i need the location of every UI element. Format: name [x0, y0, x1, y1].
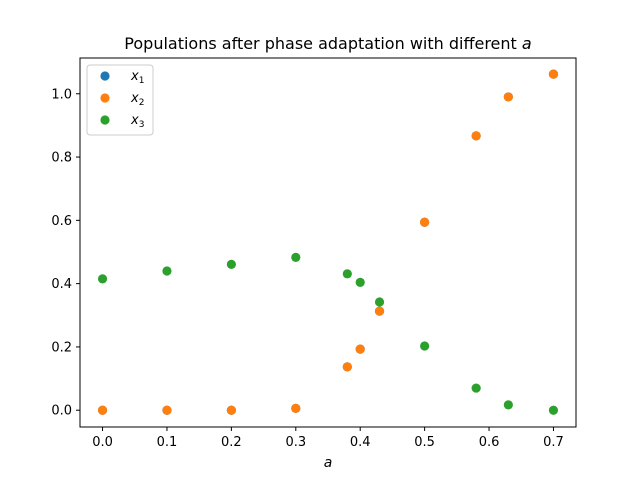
point-x3-1 — [162, 266, 172, 276]
x-tick-label-6: 0.6 — [479, 435, 500, 450]
point-x3-5 — [355, 277, 365, 287]
point-x3-9 — [503, 400, 513, 410]
point-x3-3 — [291, 252, 301, 262]
y-tick-label-5: 1.0 — [51, 87, 72, 102]
point-x3-10 — [548, 405, 559, 415]
point-x2-7 — [420, 217, 430, 227]
point-x2-1 — [162, 405, 172, 415]
legend-marker-x2 — [100, 93, 110, 103]
point-x3-8 — [471, 383, 481, 393]
y-tick-label-1: 0.2 — [51, 340, 72, 355]
x-tick-label-7: 0.7 — [543, 435, 564, 450]
y-tick-label-2: 0.4 — [51, 277, 72, 292]
point-x3-6 — [374, 297, 385, 307]
point-x2-9 — [503, 92, 513, 102]
x-tick-label-4: 0.4 — [350, 435, 371, 450]
point-x3-7 — [420, 341, 430, 351]
legend: x1 x2 x3 — [86, 64, 154, 136]
point-x2-5 — [355, 344, 365, 354]
x-tick-label-0: 0.0 — [92, 435, 113, 450]
plot-frame — [79, 57, 577, 428]
x-tick-label-2: 0.2 — [221, 435, 242, 450]
x-tick-label-5: 0.5 — [414, 435, 435, 450]
legend-marker-x1 — [100, 71, 110, 81]
chart-title: Populations after phase adaptation with … — [124, 34, 531, 53]
x-axis: 0.0 0.1 0.2 0.3 0.4 0.5 0.6 0.7 — [92, 427, 564, 450]
x-tick-label-1: 0.1 — [157, 435, 178, 450]
x-axis-label: a — [324, 455, 333, 471]
y-tick-label-0: 0.0 — [51, 404, 72, 419]
point-x2-3 — [291, 403, 301, 413]
point-x2-4 — [342, 362, 352, 372]
point-x2-10 — [548, 69, 559, 79]
legend-label-x3: x3 — [130, 113, 144, 130]
point-x3-0 — [97, 274, 108, 284]
point-x3-4 — [342, 269, 352, 279]
point-x2-6 — [374, 306, 385, 316]
x-tick-label-3: 0.3 — [285, 435, 306, 450]
y-axis: 0.0 0.2 0.4 0.6 0.8 1.0 — [51, 87, 80, 419]
y-tick-label-3: 0.6 — [51, 214, 72, 229]
legend-label-x2: x2 — [130, 91, 144, 108]
y-tick-label-4: 0.8 — [51, 151, 72, 166]
point-x2-2 — [226, 405, 236, 415]
point-x3-2 — [226, 259, 236, 269]
point-x2-0 — [97, 405, 108, 415]
point-x2-8 — [471, 131, 481, 141]
plot-area — [97, 69, 559, 415]
legend-marker-x3 — [100, 115, 110, 125]
legend-label-x1: x1 — [130, 69, 144, 86]
